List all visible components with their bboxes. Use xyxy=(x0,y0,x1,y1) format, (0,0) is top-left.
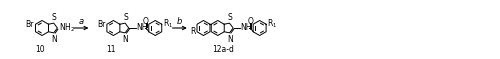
Text: R: R xyxy=(190,27,196,36)
Text: R$_1$: R$_1$ xyxy=(267,18,278,31)
Text: S: S xyxy=(123,13,128,22)
Text: NH: NH xyxy=(136,23,148,33)
Text: N: N xyxy=(51,35,57,44)
Text: S: S xyxy=(52,13,56,22)
Text: S: S xyxy=(228,13,232,22)
Text: 12a-d: 12a-d xyxy=(212,45,234,54)
Text: N: N xyxy=(122,35,128,44)
Text: b: b xyxy=(177,18,182,26)
Text: Br: Br xyxy=(98,20,106,29)
Text: a: a xyxy=(79,18,84,26)
Text: NH: NH xyxy=(240,23,252,33)
Text: 10: 10 xyxy=(35,45,45,54)
Text: O: O xyxy=(143,17,148,25)
Text: NH$_2$: NH$_2$ xyxy=(60,22,76,34)
Text: O: O xyxy=(247,17,253,25)
Text: Br: Br xyxy=(25,20,34,29)
Text: N: N xyxy=(227,35,232,44)
Text: 11: 11 xyxy=(106,45,116,54)
Text: R$_1$: R$_1$ xyxy=(162,18,173,31)
